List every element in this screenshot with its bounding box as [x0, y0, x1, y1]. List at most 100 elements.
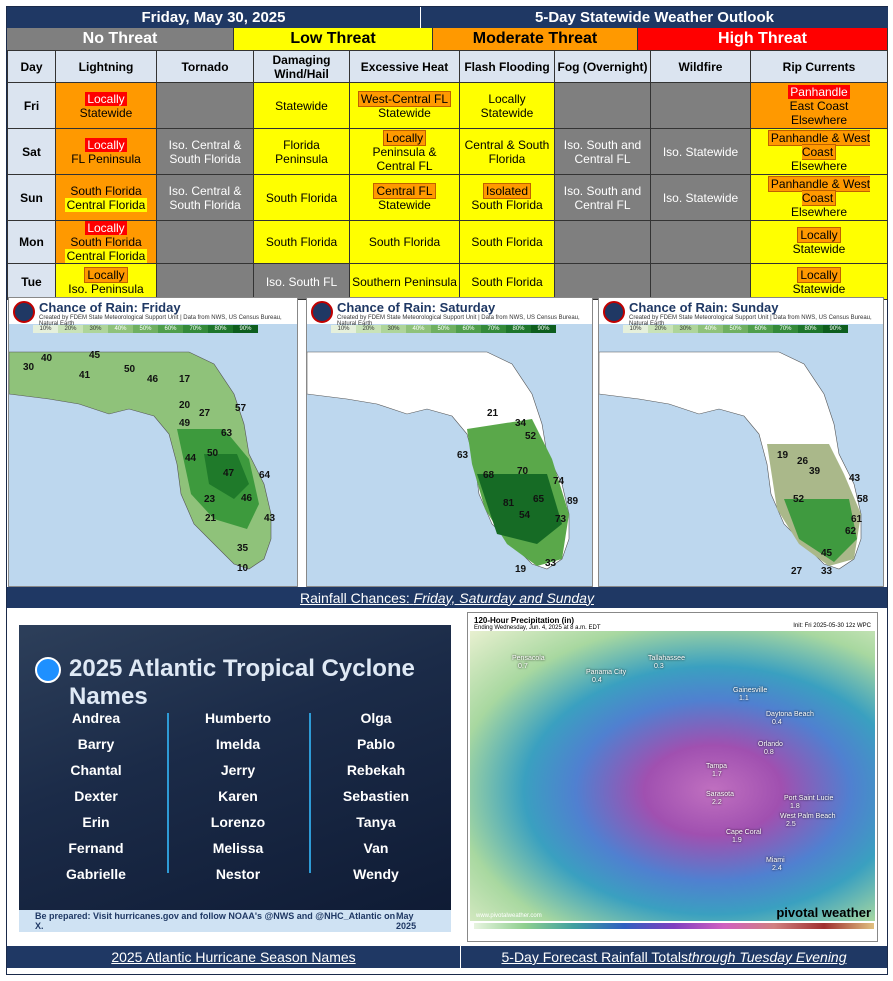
rain-value: 40: [41, 353, 53, 364]
rain-value: 70: [517, 466, 529, 477]
rain-value: 39: [809, 466, 821, 477]
cyclone-name: Rebekah: [346, 762, 406, 778]
cell-text: South Florida: [70, 183, 142, 198]
city-value: 0.4: [592, 677, 602, 684]
names-column-2: Humberto Imelda Jerry Karen Lorenzo Melissa Ne…: [183, 705, 293, 887]
wildfire-cell: [650, 82, 751, 129]
rain-scale: 10% 20% 30% 40% 50% 60% 70% 80% 90%: [33, 325, 258, 333]
fdem-seal-icon: [311, 301, 333, 323]
rain-value: 45: [821, 548, 833, 559]
city-label: Cape Coral: [726, 829, 762, 836]
col-header-lightning: Lightning: [55, 50, 157, 83]
rain-value: 27: [791, 566, 803, 577]
rain-value: 10: [237, 563, 249, 574]
city-value: 0.8: [764, 749, 774, 756]
scale-step: 50%: [133, 325, 158, 333]
column-divider: [167, 713, 169, 873]
table-row: Sun South Florida Central Florida Iso. Ce…: [7, 174, 888, 221]
footer-date: May 2025: [396, 911, 417, 931]
rip-cell: Panhandle East Coast Elsewhere: [750, 82, 888, 129]
rain-value: 19: [515, 564, 527, 575]
rain-value: 64: [259, 470, 271, 481]
city-value: 1.1: [739, 695, 749, 702]
rain-value: 44: [185, 453, 197, 464]
heat-cell: Locally Peninsula & Central FL: [349, 128, 460, 175]
outlook-frame: [6, 6, 888, 975]
heat-cell: Central FL Statewide: [349, 174, 460, 221]
cell-text: Statewide: [480, 105, 534, 120]
rip-cell: Locally Statewide: [750, 220, 888, 264]
cyclone-name: Van: [363, 840, 389, 856]
city-label: Gainesville: [733, 687, 768, 694]
legend-no-threat: No Threat: [7, 28, 234, 50]
outlook-title: 5-Day Statewide Weather Outlook: [421, 7, 888, 28]
cyclone-name: Nestor: [215, 866, 261, 882]
rain-value: 52: [525, 431, 537, 442]
rain-value: 65: [533, 494, 545, 505]
legend-moderate-threat: Moderate Threat: [433, 28, 638, 50]
rain-value: 19: [777, 450, 789, 461]
col-header-tornado: Tornado: [156, 50, 254, 83]
rain-value: 43: [849, 473, 861, 484]
heat-cell: Southern Peninsula: [349, 263, 460, 300]
scale-step: 90%: [233, 325, 258, 333]
map-header: [9, 298, 297, 324]
lightning-cell: Locally Statewide: [55, 82, 157, 129]
cyclone-name: Humberto: [204, 710, 272, 726]
cyclone-name: Karen: [218, 788, 258, 804]
map-title: Chance of Rain: Sunday: [629, 300, 779, 315]
caption-italic: Friday, Saturday and Sunday: [413, 589, 594, 606]
precip-subtitle: Ending Wednesday, Jun. 4, 2025 at 8 a.m.…: [474, 625, 601, 631]
scale-step: 60%: [158, 325, 183, 333]
city-label: Panama City: [586, 669, 627, 676]
heat-cell: South Florida: [349, 220, 460, 264]
cyclone-names-panel: 2025 Atlantic Tropical Cyclone Names And…: [19, 625, 451, 932]
rain-scale: 10% 20% 30% 40% 50% 60% 70% 80% 90%: [331, 325, 556, 333]
city-value: 1.9: [732, 837, 742, 844]
cyclone-name: Wendy: [353, 866, 399, 882]
caption-italic: through Tuesday Evening: [687, 949, 847, 965]
table-row: Tue Locally Iso. Peninsula Iso. South FL …: [7, 263, 888, 300]
rip-cell: Locally Statewide: [750, 263, 888, 300]
cell-text: Statewide: [792, 242, 846, 256]
rain-value: 35: [237, 543, 249, 554]
rain-value: 57: [235, 403, 247, 414]
lightning-cell: Locally FL Peninsula: [55, 128, 157, 175]
cell-text: Elsewhere: [790, 204, 848, 219]
cell-tag: Locally: [85, 137, 127, 152]
table-header-row: Day Lightning Tornado Damaging Wind/Hail…: [7, 50, 888, 83]
rain-value: 68: [483, 470, 495, 481]
fog-cell: Iso. South and Central FL: [554, 128, 651, 175]
map-credit: Created by FDEM State Meteorological Sup…: [629, 315, 872, 327]
map-header: [307, 298, 592, 324]
rain-value: 50: [124, 364, 136, 375]
cell-tag: Central Florida: [64, 249, 148, 263]
rain-value: 27: [199, 408, 211, 419]
florida-map-friday: [9, 351, 272, 570]
cell-tag: Central Florida: [64, 197, 148, 212]
precip-title: 120-Hour Precipitation (in): [474, 616, 575, 625]
rain-value: 46: [241, 493, 253, 504]
cyclone-name: Melissa: [212, 840, 264, 856]
day-cell: Sun: [7, 174, 56, 221]
city-value: 0.4: [772, 719, 782, 726]
day-cell: Fri: [7, 82, 56, 129]
scale-step: 10%: [331, 325, 356, 333]
fdem-seal-icon: [603, 301, 625, 323]
map-title: Chance of Rain: Friday: [39, 300, 181, 315]
cyclone-name: Sebastien: [342, 788, 410, 804]
rain-value: 49: [179, 418, 191, 429]
col-header-rip-currents: Rip Currents: [750, 50, 888, 83]
cell-text: Elsewhere: [790, 112, 848, 127]
rain-value: 30: [23, 362, 35, 373]
lightning-cell: Locally Iso. Peninsula: [55, 263, 157, 300]
lightning-cell: South Florida Central Florida: [55, 174, 157, 221]
city-value: 0.7: [518, 663, 528, 670]
scale-step: 80%: [798, 325, 823, 333]
lightning-cell: Locally South Florida Central Florida: [55, 220, 157, 264]
col-header-flooding: Flash Flooding: [459, 50, 555, 83]
rain-map-saturday: Chance of Rain: Saturday Created by FDEM…: [306, 297, 593, 587]
cell-tag: Central FL: [373, 182, 436, 199]
legend-low-threat: Low Threat: [234, 28, 433, 50]
tornado-cell: [156, 82, 254, 129]
